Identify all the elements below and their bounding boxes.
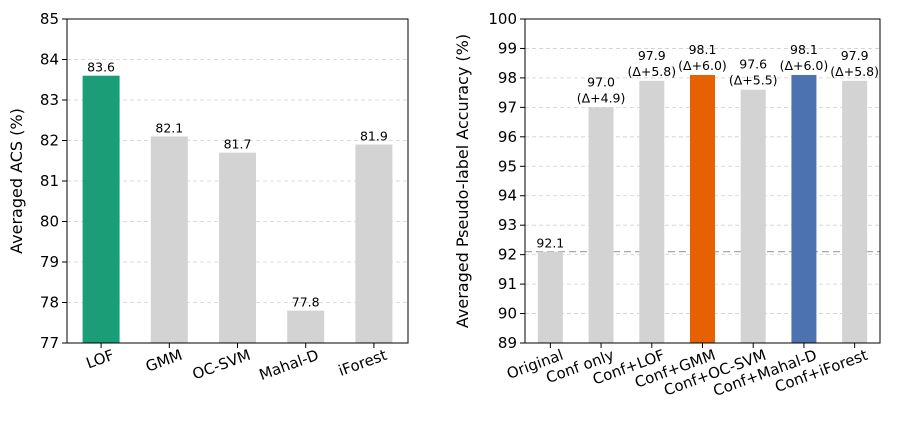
y-tick-label: 79 [40, 253, 59, 271]
y-axis-label: Averaged Pseudo-label Accuracy (%) [453, 34, 472, 328]
x-tick-label: LOF [84, 346, 117, 373]
bar [219, 152, 256, 343]
y-tick-label: 95 [498, 157, 517, 175]
value-label: 97.9 [638, 48, 666, 63]
y-tick-label: 81 [40, 172, 59, 190]
y-tick-label: 91 [498, 275, 517, 293]
y-tick-label: 80 [40, 213, 59, 231]
y-tick-label: 85 [40, 10, 59, 28]
value-label: 77.8 [292, 295, 320, 310]
bar [82, 75, 120, 343]
y-tick-label: 92 [498, 246, 517, 264]
y-tick-label: 78 [40, 294, 59, 312]
bar [791, 74, 817, 344]
bar [588, 107, 614, 343]
y-tick-label: 82 [40, 132, 59, 150]
y-tick-label: 96 [498, 128, 517, 146]
value-label: 92.1 [536, 236, 564, 251]
y-tick-label: 93 [498, 216, 517, 234]
y-tick-label: 84 [40, 51, 59, 69]
pseudo-label-accuracy-bar-chart: 92.197.0(Δ+4.9)97.9(Δ+5.8)98.1(Δ+6.0) 97.… [453, 10, 881, 400]
value-label: 97.0 [587, 74, 615, 89]
bar [355, 144, 393, 343]
bar [639, 80, 665, 343]
y-tick-label: 94 [498, 187, 517, 205]
y-tick-label: 90 [498, 305, 517, 323]
x-tick-label: iForest [336, 346, 389, 380]
y-tick-label: 89 [498, 334, 517, 352]
delta-label: (Δ+6.0) [678, 58, 727, 73]
value-label: 98.1 [790, 42, 818, 57]
y-tick-label: 98 [498, 69, 517, 87]
y-tick-label: 77 [40, 334, 59, 352]
value-label: 97.6 [739, 57, 767, 72]
bar [537, 251, 563, 343]
x-tick-label: OC-SVM [190, 346, 253, 384]
x-tick-label: GMM [143, 346, 184, 376]
value-label: 82.1 [155, 120, 183, 135]
y-tick-label: 83 [40, 91, 59, 109]
bar [150, 136, 188, 343]
y-axis-label: Averaged ACS (%) [7, 108, 26, 254]
value-label: 98.1 [689, 42, 717, 57]
acs-bar-chart: 83.6 82.1 81.7 77.8 81.9 77 78 79 80 81 82 83 84 85 LO… [7, 10, 409, 384]
delta-label: (Δ+5.8) [627, 64, 676, 79]
value-label: 81.9 [360, 129, 388, 144]
delta-label: (Δ+5.5) [729, 73, 778, 88]
bar [740, 89, 766, 343]
value-label: 81.7 [224, 137, 252, 152]
delta-label: (Δ+4.9) [577, 90, 626, 105]
value-label: 83.6 [87, 60, 115, 75]
bar [287, 310, 325, 343]
y-tick-label: 99 [498, 39, 517, 57]
value-label: 97.9 [841, 48, 869, 63]
y-tick-label: 97 [498, 98, 517, 116]
x-tick-label: Mahal-D [257, 346, 321, 384]
delta-label: (Δ+5.8) [830, 64, 879, 79]
bar [690, 74, 715, 344]
y-tick-label: 100 [488, 10, 517, 28]
delta-label: (Δ+6.0) [780, 58, 829, 73]
bar [842, 80, 868, 343]
